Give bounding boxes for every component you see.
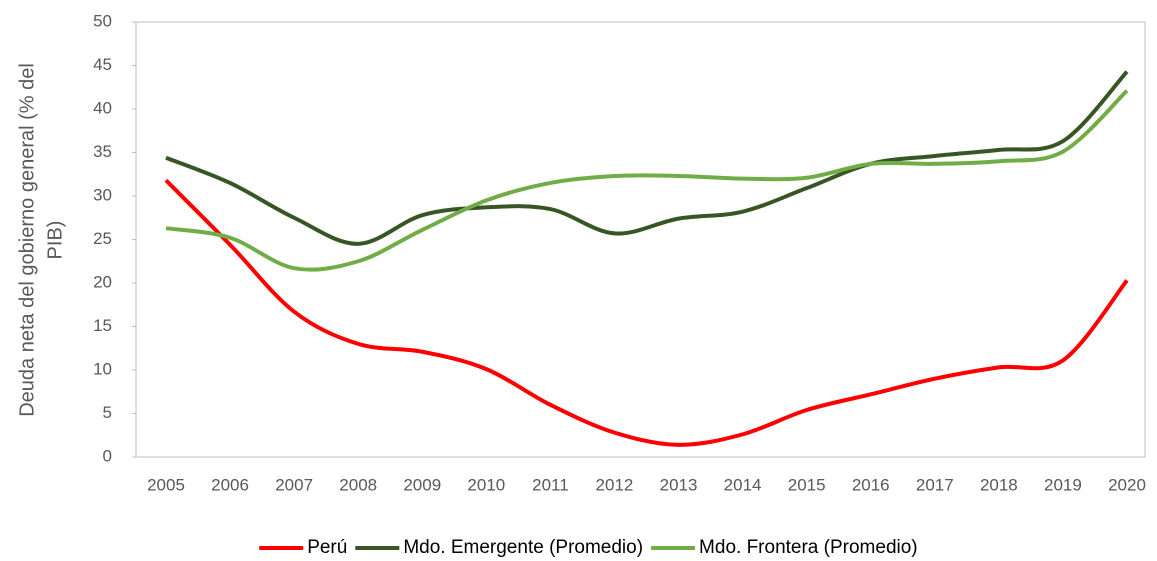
legend-label: Mdo. Emergente (Promedio) bbox=[403, 537, 643, 558]
y-tick-label: 30 bbox=[93, 185, 112, 204]
x-tick-label: 2019 bbox=[1044, 475, 1082, 494]
x-tick-label: 2013 bbox=[660, 475, 698, 494]
line-series bbox=[165, 89, 1129, 272]
plot-area bbox=[135, 21, 1146, 458]
x-tick-label: 2011 bbox=[532, 475, 569, 494]
legend-label: Mdo. Frontera (Promedio) bbox=[699, 537, 918, 558]
y-tick-label: 5 bbox=[103, 403, 112, 422]
line-series bbox=[164, 178, 1129, 447]
x-tick-label: 2009 bbox=[403, 475, 441, 494]
y-axis-label: PIB) bbox=[44, 221, 66, 260]
x-tick-label: 2008 bbox=[339, 475, 377, 494]
y-tick-label: 50 bbox=[93, 11, 112, 30]
x-tick-label: 2005 bbox=[147, 475, 185, 494]
y-tick-label: 0 bbox=[103, 446, 112, 465]
x-tick-label: 2018 bbox=[980, 475, 1018, 494]
x-tick-label: 2012 bbox=[596, 475, 634, 494]
x-tick-label: 2007 bbox=[275, 475, 313, 494]
y-tick-label: 10 bbox=[93, 359, 112, 378]
y-axis-label: Deuda neta del gobierno general (% del bbox=[16, 63, 38, 417]
x-tick-label: 2010 bbox=[467, 475, 505, 494]
x-tick-label: 2017 bbox=[916, 475, 954, 494]
y-tick-label: 15 bbox=[93, 316, 112, 335]
x-tick-label: 2006 bbox=[211, 475, 249, 494]
y-tick-label: 40 bbox=[93, 98, 112, 117]
x-tick-label: 2015 bbox=[788, 475, 826, 494]
y-tick-label: 20 bbox=[93, 272, 112, 291]
y-tick-label: 35 bbox=[93, 142, 112, 161]
legend-label: Perú bbox=[307, 537, 347, 558]
y-tick-label: 25 bbox=[93, 229, 112, 248]
x-tick-label: 2020 bbox=[1108, 475, 1146, 494]
line-series bbox=[165, 70, 1129, 246]
x-tick-label: 2014 bbox=[724, 475, 762, 494]
x-tick-label: 2016 bbox=[852, 475, 890, 494]
y-tick-label: 45 bbox=[93, 55, 112, 74]
